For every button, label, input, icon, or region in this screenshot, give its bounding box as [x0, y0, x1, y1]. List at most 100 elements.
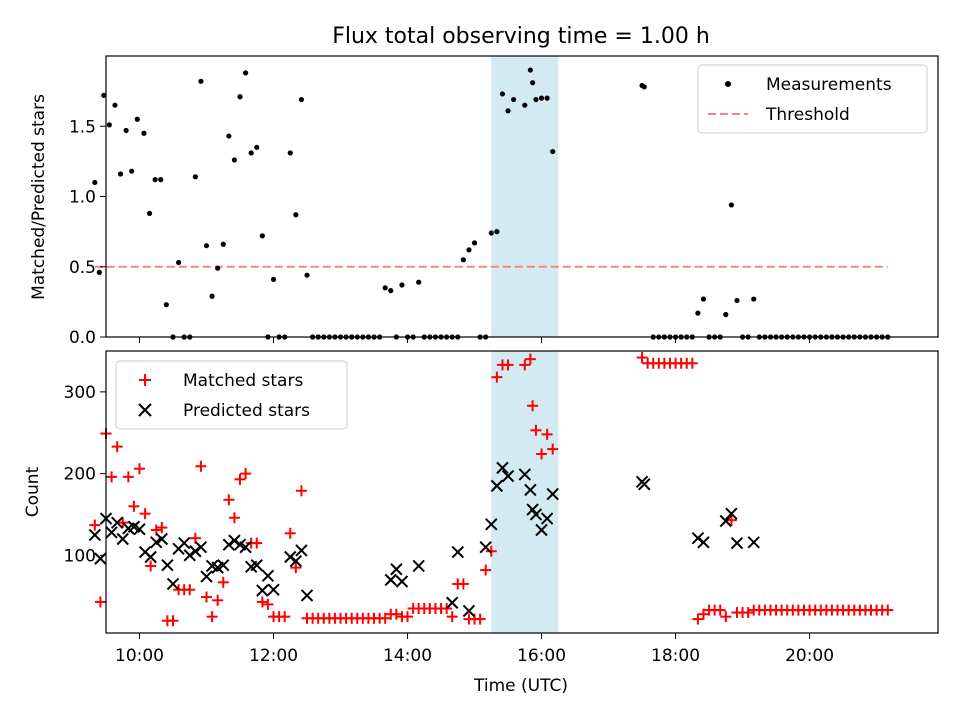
predicted-star-point — [691, 531, 705, 545]
matched-star-point — [474, 613, 486, 625]
measurement-point — [527, 67, 533, 73]
predicted-star-point — [133, 522, 146, 536]
x-tick-label: 16:00 — [517, 646, 566, 666]
x-tick-label: 18:00 — [651, 646, 700, 666]
matched-star-point — [485, 545, 497, 557]
measurement-point — [220, 241, 226, 247]
legend-predicted-marker — [138, 403, 152, 417]
measurement-point — [460, 257, 466, 263]
measurement-point — [209, 293, 215, 299]
measurement-point — [293, 212, 299, 218]
predicted-star-point — [485, 518, 498, 531]
predicted-star-point — [116, 532, 129, 546]
predicted-star-point — [518, 468, 531, 481]
predicted-star-point — [501, 469, 515, 483]
legend-measurements-marker — [725, 81, 731, 87]
matched-star-point — [111, 441, 123, 453]
x-tick-label: 14:00 — [383, 646, 432, 666]
predicted-star-point — [719, 514, 733, 528]
y-tick-label: 0.5 — [69, 258, 96, 278]
predicted-star-point — [261, 569, 275, 582]
predicted-star-point — [289, 554, 303, 568]
bottom-x-ticks: 10:00 12:00 14:00 16:00 18:00 20:00 — [115, 633, 834, 666]
measurement-point — [728, 202, 734, 208]
bottom-span — [491, 351, 559, 633]
measurement-point — [388, 288, 394, 294]
measurement-point — [700, 296, 707, 302]
matched-star-point — [122, 471, 134, 483]
predicted-star-point — [228, 534, 241, 547]
bottom-ylabel: Count — [23, 466, 43, 517]
matched-star-point — [547, 443, 559, 455]
predicted-star-point — [256, 584, 269, 597]
legend-measurements-label: Measurements — [766, 75, 892, 95]
measurement-point — [298, 96, 305, 103]
bottom-panel: 100 200 300 10:00 12:00 14:00 16:00 18:00 20:00… — [23, 350, 939, 696]
measurement-point — [734, 297, 740, 304]
predicted-star-point — [529, 508, 543, 521]
matched-star-point — [128, 500, 140, 512]
matched-star-point — [284, 527, 296, 539]
matched-star-point — [692, 613, 704, 625]
matched-star-point — [117, 517, 129, 529]
measurement-point — [399, 282, 405, 288]
matched-star-point — [206, 611, 218, 623]
measurement-point — [112, 102, 118, 108]
measurement-point — [270, 276, 277, 282]
measurement-point — [641, 84, 647, 90]
matched-star-point — [217, 576, 229, 588]
bottom-legend: Matched stars Predicted stars — [115, 360, 348, 430]
matched-star-point — [527, 400, 539, 412]
predicted-stars-points — [88, 461, 760, 618]
measurement-point — [488, 230, 494, 236]
predicted-star-point — [535, 523, 548, 537]
predicted-star-point — [110, 516, 124, 529]
measurement-point — [259, 233, 265, 239]
measurement-point — [751, 296, 757, 302]
matched-star-point — [714, 604, 726, 616]
predicted-star-point — [725, 507, 738, 520]
matched-star-point — [89, 519, 101, 531]
measurements-points — [92, 67, 891, 340]
legend-matched-marker — [139, 374, 151, 386]
top-y-ticks: 0.0 0.5 1.0 1.5 — [69, 117, 106, 348]
measurement-point — [382, 285, 388, 291]
matched-star-point — [94, 596, 106, 608]
y-tick-label: 1.5 — [69, 117, 96, 137]
predicted-star-point — [445, 596, 459, 609]
matched-star-point — [720, 611, 732, 623]
measurement-point — [538, 95, 545, 101]
matched-star-point — [290, 562, 302, 574]
measurement-point — [192, 174, 198, 180]
matched-star-point — [390, 608, 402, 620]
predicted-star-point — [239, 540, 252, 554]
matched-star-point — [446, 611, 458, 623]
measurement-point — [695, 310, 701, 316]
measurement-point — [533, 96, 539, 103]
predicted-star-point — [697, 536, 710, 549]
measurement-point — [723, 311, 729, 318]
matched-star-point — [686, 357, 698, 369]
top-panel: 0.0 0.5 1.0 1.5 Matched/Predicted stars Mea… — [29, 55, 939, 348]
predicted-star-point — [183, 549, 196, 562]
matched-star-point — [441, 602, 453, 614]
measurement-point — [163, 302, 169, 308]
matched-star-point — [295, 485, 307, 497]
measurement-point — [522, 102, 528, 108]
matched-star-point — [201, 591, 213, 603]
predicted-star-point — [496, 461, 509, 475]
legend-matched-label: Matched stars — [183, 371, 303, 391]
predicted-star-point — [451, 545, 464, 559]
measurement-point — [466, 247, 472, 253]
measurement-point — [129, 168, 135, 174]
predicted-star-point — [194, 540, 208, 554]
y-tick-label: 200 — [64, 465, 96, 485]
predicted-star-point — [395, 575, 409, 588]
measurement-point — [117, 171, 124, 177]
matched-star-point — [530, 424, 542, 436]
matched-star-point — [519, 359, 531, 371]
matched-star-point — [480, 564, 492, 576]
measurement-point — [304, 272, 310, 278]
matched-star-point — [697, 608, 709, 620]
predicted-star-point — [747, 536, 760, 549]
